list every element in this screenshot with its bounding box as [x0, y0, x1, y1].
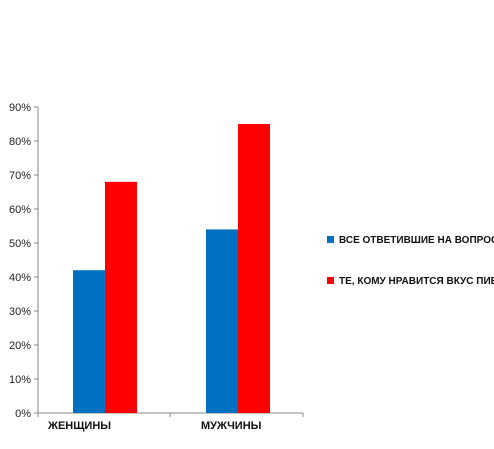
legend-item-all-respondents: ВСЕ ОТВЕТИВШИЕ НА ВОПРОС: [327, 235, 494, 246]
y-tick-label: 0%: [15, 408, 31, 420]
bar-series1-cat0: [105, 181, 137, 413]
category-labels: ЖЕНЩИНЫ МУЖЧИНЫ: [47, 420, 262, 432]
y-tick-label: 10%: [9, 374, 31, 386]
y-tick-label: 50%: [9, 238, 31, 250]
bar-series0-cat0: [73, 270, 105, 413]
y-tick-label: 20%: [9, 340, 31, 352]
y-axis: 0% 10% 20% 30% 40% 50% 60% 70% 80% 90%: [9, 102, 39, 420]
legend: ВСЕ ОТВЕТИВШИЕ НА ВОПРОС ТЕ, КОМУ НРАВИТ…: [327, 235, 494, 287]
bar-series1-cat1: [238, 124, 270, 413]
legend-label-like-beer-taste: ТЕ, КОМУ НРАВИТСЯ ВКУС ПИВА: [339, 276, 494, 287]
legend-item-like-beer-taste: ТЕ, КОМУ НРАВИТСЯ ВКУС ПИВА: [327, 276, 494, 287]
category-label-women: ЖЕНЩИНЫ: [47, 420, 111, 432]
x-axis: [37, 412, 304, 417]
y-tick-label: 60%: [9, 204, 31, 216]
y-tick-label: 80%: [9, 136, 31, 148]
bars: [73, 124, 270, 413]
y-tick-label: 40%: [9, 272, 31, 284]
category-label-men: МУЖЧИНЫ: [201, 420, 262, 432]
y-tick-label: 70%: [9, 170, 31, 182]
legend-swatch-all-respondents: [327, 236, 334, 243]
legend-swatch-like-beer-taste: [327, 277, 334, 284]
y-tick-label: 90%: [9, 102, 31, 114]
legend-label-all-respondents: ВСЕ ОТВЕТИВШИЕ НА ВОПРОС: [339, 235, 494, 246]
bar-series0-cat1: [206, 229, 238, 413]
y-tick-label: 30%: [9, 306, 31, 318]
